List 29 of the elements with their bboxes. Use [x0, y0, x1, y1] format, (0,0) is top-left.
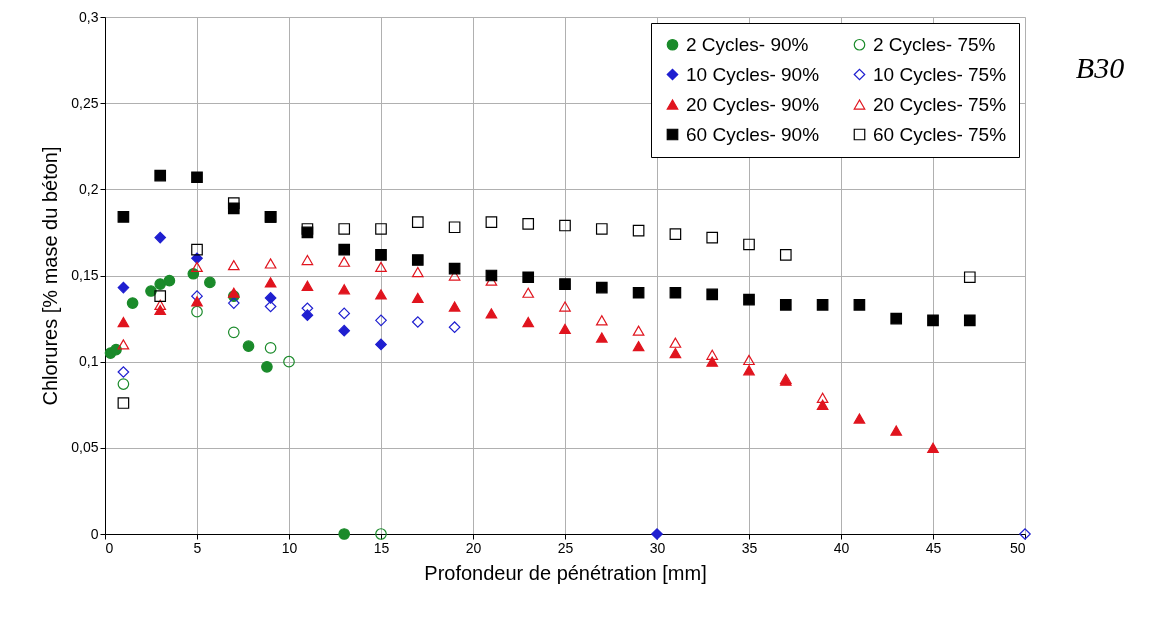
y-tick-label: 0,15 — [71, 267, 99, 283]
x-tick-label: 35 — [741, 539, 758, 556]
x-tick-label: 15 — [373, 539, 390, 556]
y-tick-label: 0,05 — [71, 439, 99, 456]
x-tick-label: 0 — [105, 539, 114, 556]
x-tick-label: 25 — [557, 539, 574, 556]
x-tick-label: 5 — [193, 539, 202, 556]
legend-label: 2 Cycles- 90% — [686, 33, 809, 55]
x-tick-label: 10 — [281, 539, 298, 556]
y-axis-title: Chlorures [% mase du béton] — [39, 146, 62, 406]
x-tick-label: 45 — [925, 539, 942, 556]
x-axis-title: Profondeur de pénétration [mm] — [424, 561, 707, 584]
y-tick-label: 0,1 — [79, 353, 99, 370]
legend-label: 20 Cycles- 75% — [873, 93, 1007, 115]
legend-label: 20 Cycles- 90% — [686, 93, 820, 115]
x-tick-label: 20 — [465, 539, 482, 556]
y-tick-label: 0,25 — [71, 94, 99, 111]
x-tick-label: 40 — [833, 539, 850, 556]
y-tick-label: 0 — [90, 525, 99, 542]
legend-label: 10 Cycles- 75% — [873, 63, 1007, 85]
x-tick-label: 30 — [649, 539, 666, 556]
x-tick-label: 50 — [1009, 539, 1026, 556]
text: B30 — [1075, 51, 1125, 84]
legend-label: 60 Cycles- 90% — [686, 123, 820, 145]
legend-label: 60 Cycles- 75% — [873, 123, 1007, 145]
y-tick-label: 0,3 — [79, 8, 99, 25]
y-tick-label: 0,2 — [79, 180, 99, 197]
legend-label: 2 Cycles- 75% — [873, 33, 996, 55]
legend-label: 10 Cycles- 90% — [686, 63, 820, 85]
